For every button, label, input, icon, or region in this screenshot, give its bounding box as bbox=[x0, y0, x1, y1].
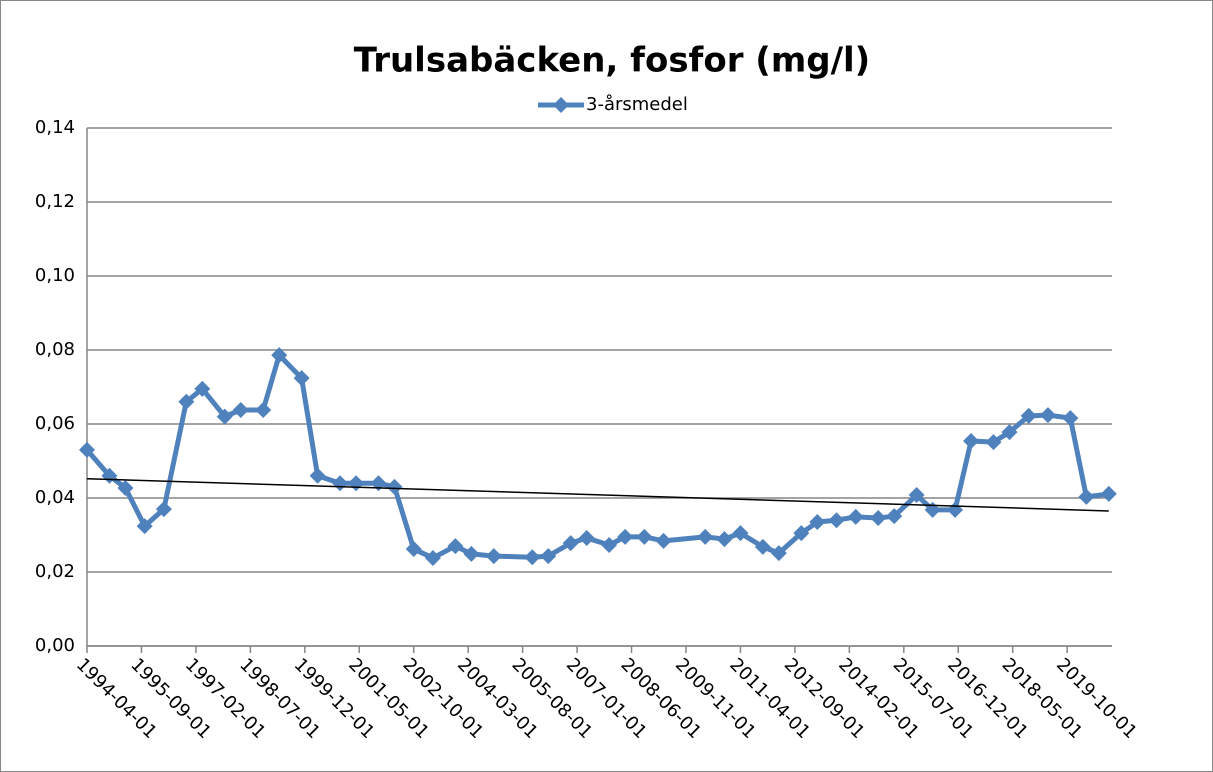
data-point bbox=[1100, 485, 1117, 502]
data-point bbox=[136, 518, 153, 535]
y-tick-label: 0,12 bbox=[35, 191, 75, 212]
data-point bbox=[424, 549, 441, 566]
data-point bbox=[578, 529, 595, 546]
y-tick-label: 0,04 bbox=[35, 487, 75, 508]
legend-label: 3-årsmedel bbox=[586, 94, 688, 115]
data-point bbox=[255, 401, 272, 418]
data-point bbox=[601, 536, 618, 553]
data-point bbox=[271, 347, 288, 364]
data-point bbox=[847, 508, 864, 525]
data-point bbox=[1039, 407, 1056, 424]
data-point bbox=[716, 531, 733, 548]
data-point bbox=[447, 538, 464, 555]
data-point bbox=[870, 509, 887, 526]
data-point bbox=[617, 528, 634, 545]
data-point bbox=[405, 541, 422, 558]
data-point bbox=[908, 487, 925, 504]
data-point bbox=[194, 380, 211, 397]
data-point bbox=[697, 528, 714, 545]
y-tick-label: 0,00 bbox=[35, 635, 75, 656]
data-point bbox=[754, 538, 771, 555]
data-point bbox=[770, 545, 787, 562]
data-point bbox=[732, 525, 749, 542]
chart-title: Trulsabäcken, fosfor (mg/l) bbox=[354, 41, 870, 81]
data-point bbox=[309, 467, 326, 484]
y-tick-label: 0,02 bbox=[35, 561, 75, 582]
y-tick-label: 0,14 bbox=[35, 117, 75, 138]
data-point bbox=[485, 548, 502, 565]
data-point bbox=[463, 545, 480, 562]
trendline bbox=[86, 478, 1109, 512]
data-point bbox=[178, 393, 195, 410]
data-point bbox=[1020, 407, 1037, 424]
data-point bbox=[540, 548, 557, 565]
data-point bbox=[963, 433, 980, 450]
y-tick-label: 0,06 bbox=[35, 413, 75, 434]
data-point bbox=[809, 514, 826, 531]
data-point bbox=[386, 478, 403, 495]
data-point bbox=[1078, 488, 1095, 505]
data-point bbox=[655, 532, 672, 549]
data-point bbox=[232, 401, 249, 418]
data-point bbox=[985, 434, 1002, 451]
data-point bbox=[1001, 424, 1018, 441]
data-point bbox=[828, 512, 845, 529]
data-point bbox=[793, 525, 810, 542]
data-point bbox=[216, 408, 233, 425]
data-point bbox=[79, 441, 95, 458]
data-point bbox=[636, 528, 653, 545]
legend-marker bbox=[553, 97, 569, 113]
data-point bbox=[155, 501, 172, 518]
data-point bbox=[886, 508, 903, 525]
data-point bbox=[562, 535, 579, 552]
data-point bbox=[117, 480, 134, 497]
data-point bbox=[1062, 410, 1079, 427]
y-tick-label: 0,08 bbox=[35, 339, 75, 360]
data-point bbox=[524, 549, 541, 566]
data-point bbox=[293, 370, 310, 387]
y-tick-label: 0,10 bbox=[35, 265, 75, 286]
series-line bbox=[85, 352, 1110, 561]
